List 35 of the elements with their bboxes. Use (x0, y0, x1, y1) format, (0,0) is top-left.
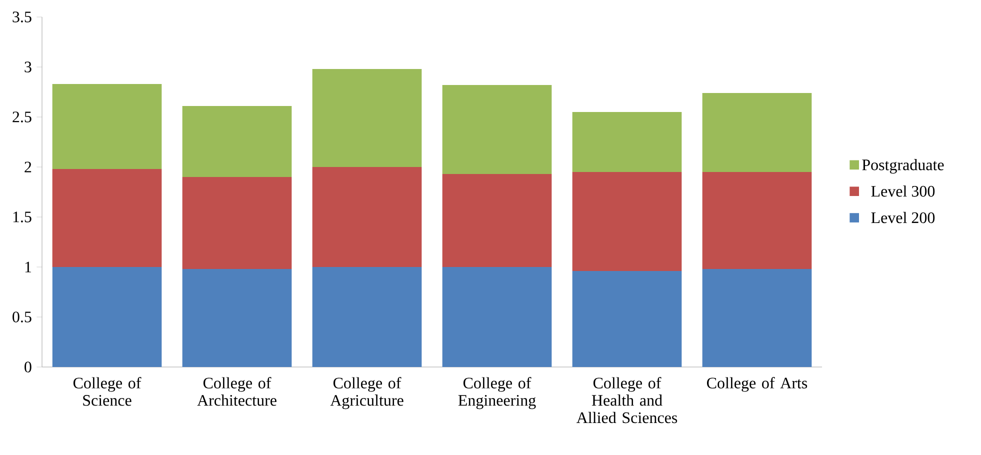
legend-label: Postgraduate (862, 159, 944, 174)
bar (312, 69, 422, 167)
bar (182, 269, 292, 367)
bar (52, 267, 162, 367)
y-tick-label: 0.5 (12, 312, 32, 322)
legend-label: Level 300 (871, 185, 935, 197)
bar (52, 84, 162, 169)
bar (572, 112, 682, 172)
y-tick-label: 1 (25, 262, 32, 272)
x-tick-label: College of Science (73, 377, 142, 406)
bar (702, 172, 812, 269)
y-tick-label: 3 (24, 62, 32, 72)
bar (312, 167, 422, 267)
bar (52, 169, 162, 267)
bar (442, 174, 552, 267)
y-tick-label: 0 (24, 362, 32, 372)
bar (182, 177, 292, 269)
x-tick-label: College of Agriculture (330, 377, 404, 410)
legend-label: Level 200 (871, 212, 935, 224)
y-tick-label: 2 (24, 162, 32, 172)
y-tick-label: 2.5 (12, 112, 32, 122)
bar (702, 93, 812, 172)
y-tick-label: 1.5 (13, 212, 32, 222)
bar (702, 269, 812, 367)
bar (442, 267, 552, 367)
x-tick-label: College of Architecture (197, 377, 276, 406)
bar (572, 271, 682, 367)
bar (572, 172, 682, 271)
bar (442, 85, 552, 174)
y-tick-label: 3.5 (12, 12, 32, 22)
bar (312, 267, 422, 367)
x-tick-label: College of Engineering (458, 377, 536, 410)
x-tick-label: College of Arts (706, 377, 808, 392)
x-tick-label: College of Health and Allied Sciences (576, 377, 678, 424)
bar (182, 106, 292, 177)
